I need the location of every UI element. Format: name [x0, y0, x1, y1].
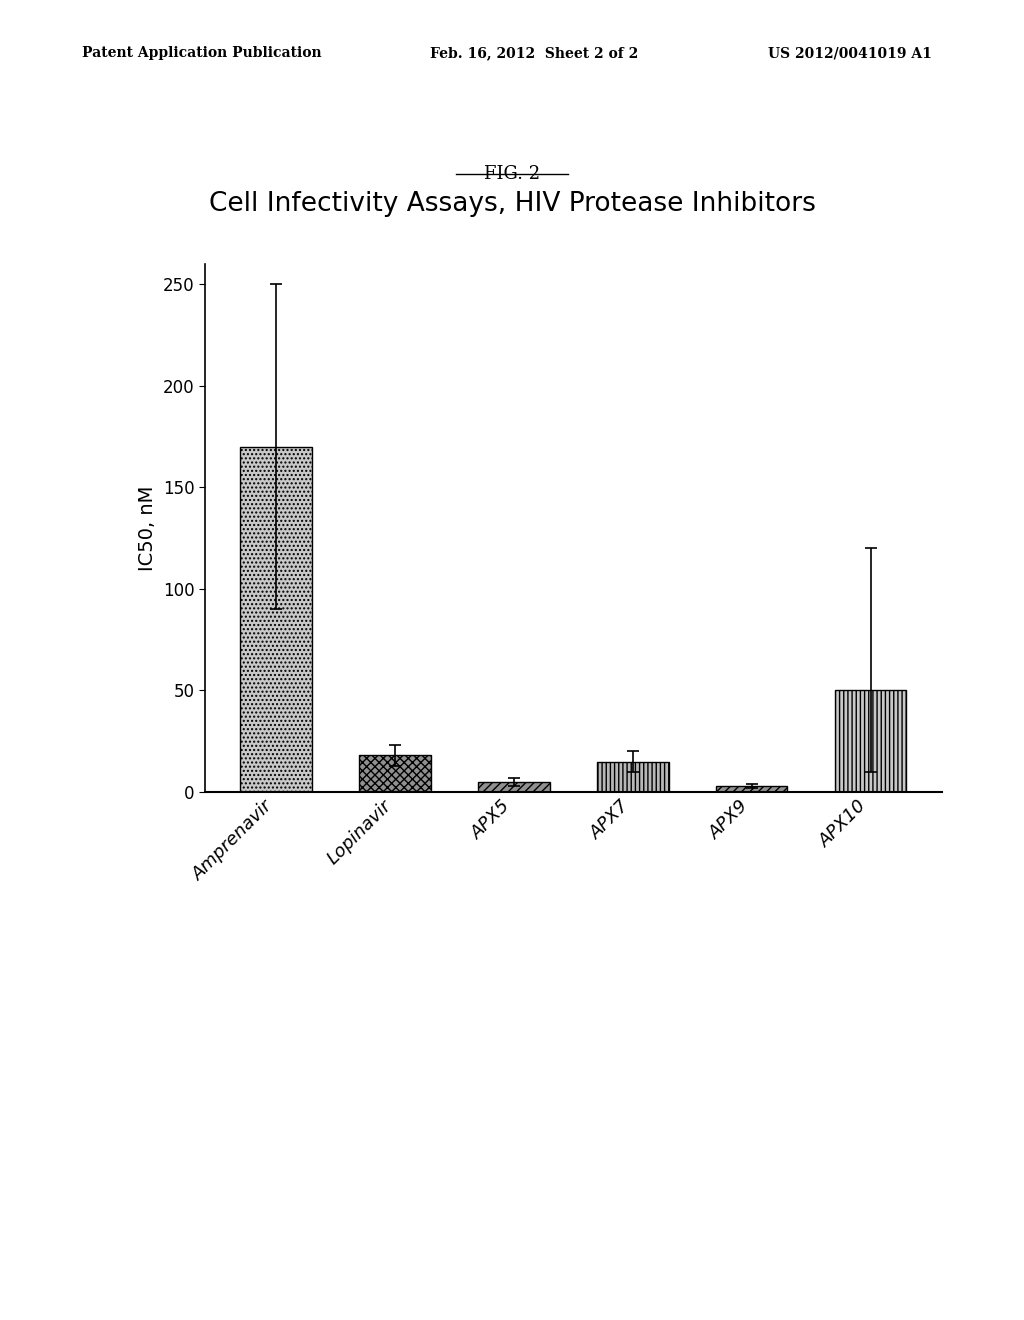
Text: FIG. 2: FIG. 2 [484, 165, 540, 183]
Text: Feb. 16, 2012  Sheet 2 of 2: Feb. 16, 2012 Sheet 2 of 2 [430, 46, 638, 61]
Bar [478, 781, 550, 792]
Text: Patent Application Publication: Patent Application Publication [82, 46, 322, 61]
Y-axis label: IC50, nM: IC50, nM [138, 486, 158, 570]
Bar [597, 762, 669, 792]
Bar [359, 755, 431, 792]
Text: US 2012/0041019 A1: US 2012/0041019 A1 [768, 46, 932, 61]
Text: Cell Infectivity Assays, HIV Protease Inhibitors: Cell Infectivity Assays, HIV Protease In… [209, 191, 815, 218]
Bar [241, 446, 312, 792]
Bar [835, 690, 906, 792]
Bar [716, 785, 787, 792]
